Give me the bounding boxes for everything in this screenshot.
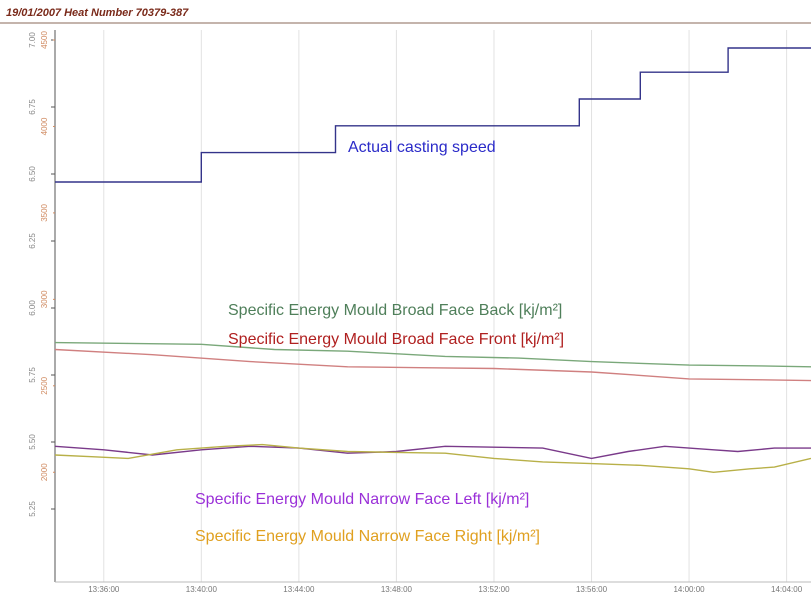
y-tick-label: 5.25 <box>28 501 37 517</box>
series-label: Specific Energy Mould Narrow Face Left [… <box>195 491 529 508</box>
series-label: Specific Energy Mould Broad Face Back [k… <box>228 302 562 319</box>
series-label: Specific Energy Mould Broad Face Front [… <box>228 331 564 348</box>
series-label: Specific Energy Mould Narrow Face Right … <box>195 528 540 545</box>
chart-title: 19/01/2007 Heat Number 70379-387 <box>6 7 189 19</box>
y2-tick-label: 2000 <box>40 463 49 481</box>
y-tick-label: 5.75 <box>28 367 37 383</box>
y-tick-label: 7.00 <box>28 32 37 48</box>
y-tick-label: 6.25 <box>28 233 37 249</box>
series-label: Actual casting speed <box>348 139 496 156</box>
x-tick-label: 14:04:00 <box>771 585 803 594</box>
x-tick-label: 13:56:00 <box>576 585 608 594</box>
x-tick-label: 13:52:00 <box>478 585 510 594</box>
y2-tick-label: 3500 <box>40 203 49 221</box>
y2-tick-label: 3000 <box>40 290 49 308</box>
series-line <box>54 445 811 460</box>
x-tick-label: 13:48:00 <box>381 585 413 594</box>
y-tick-label: 6.00 <box>28 300 37 316</box>
series-line <box>54 443 811 474</box>
series-line <box>55 47 811 183</box>
y-tick-label: 5.50 <box>28 434 37 450</box>
y2-tick-label: 2500 <box>40 376 49 394</box>
series-line <box>54 348 811 382</box>
y-tick-label: 6.50 <box>28 166 37 182</box>
y-tick-label: 6.75 <box>28 99 37 115</box>
x-tick-label: 13:40:00 <box>186 585 218 594</box>
x-tick-label: 13:36:00 <box>88 585 120 594</box>
y2-tick-label: 4000 <box>40 117 49 135</box>
series-line <box>54 341 811 368</box>
x-tick-label: 13:44:00 <box>283 585 315 594</box>
x-tick-label: 14:00:00 <box>673 585 705 594</box>
y2-tick-label: 4500 <box>40 31 49 49</box>
